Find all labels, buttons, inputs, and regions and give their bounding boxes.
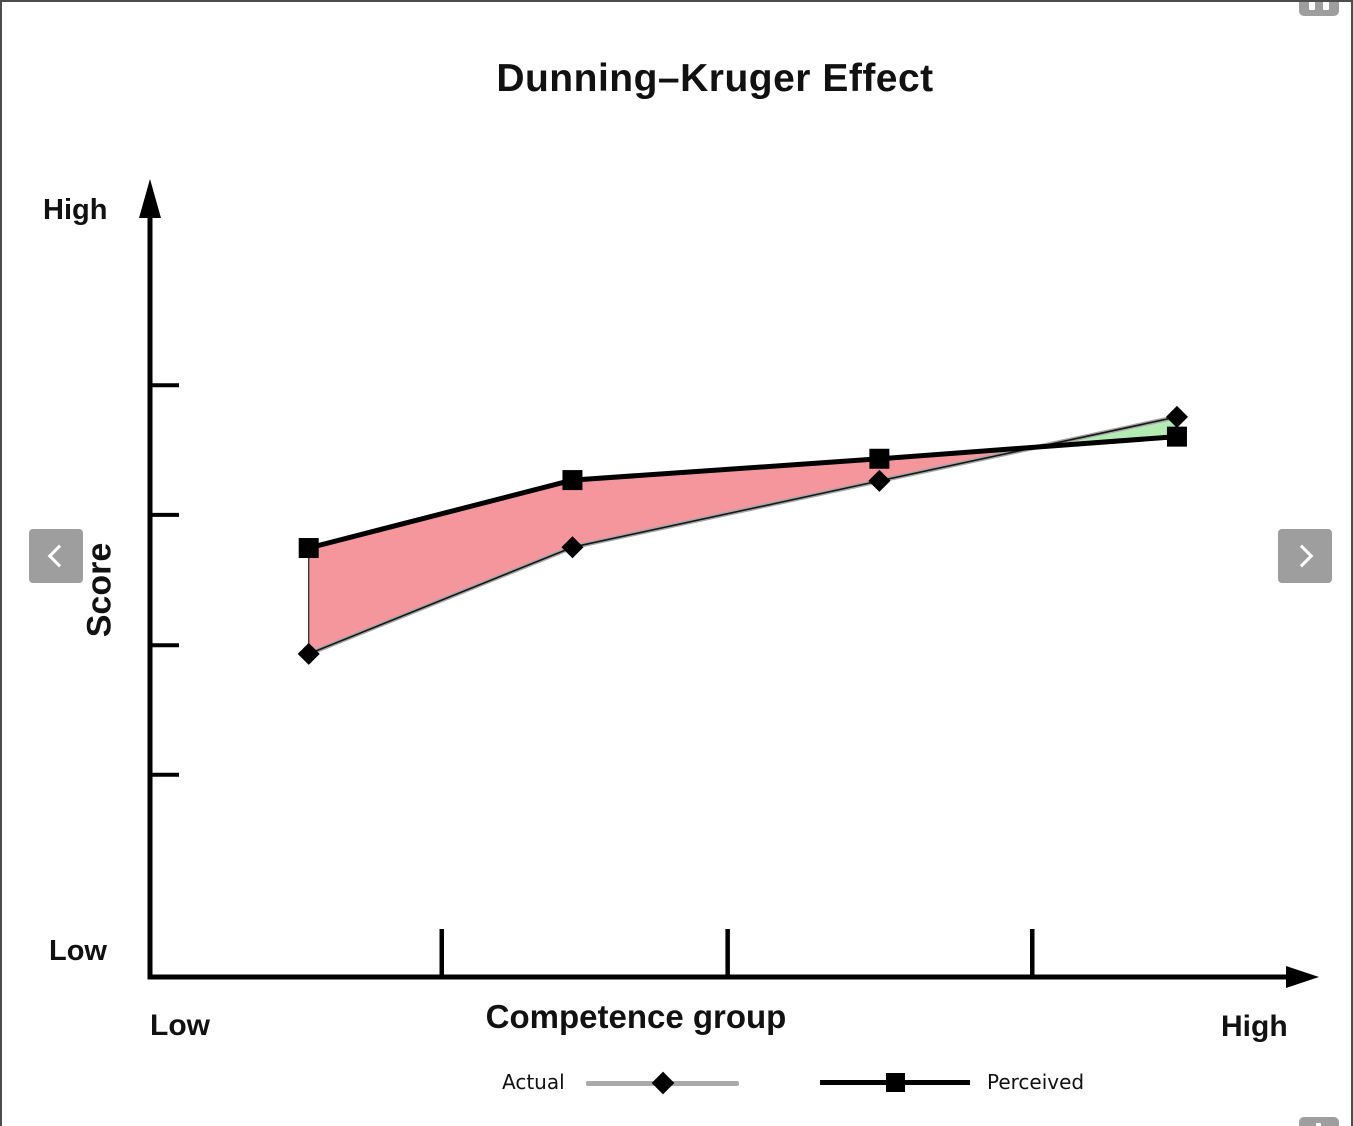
chevron-right-icon <box>1290 544 1314 568</box>
x-axis-title: Competence group <box>485 998 787 1035</box>
previous-slide-button[interactable] <box>29 529 83 583</box>
fullscreen-button-top[interactable] <box>1299 2 1339 16</box>
x-axis-low-label: Low <box>150 1009 210 1042</box>
chevron-left-icon <box>47 544 71 568</box>
y-axis-low-label: Low <box>49 935 107 967</box>
legend-label-actual: Actual <box>502 1070 565 1094</box>
fullscreen-button-bottom[interactable] <box>1299 1117 1339 1126</box>
chart-title: Dunning–Kruger Effect <box>496 57 934 100</box>
y-axis-title: Score <box>80 542 119 638</box>
fullscreen-icon <box>1323 2 1329 10</box>
y-axis-high-label: High <box>43 194 108 226</box>
next-slide-button[interactable] <box>1278 529 1332 583</box>
square-marker-icon <box>886 1073 905 1092</box>
fullscreen-icon <box>1309 2 1315 10</box>
legend-label-perceived: Perceived <box>987 1070 1085 1094</box>
x-axis-high-label: High <box>1221 1010 1288 1043</box>
fullscreen-icon <box>1316 1123 1321 1126</box>
